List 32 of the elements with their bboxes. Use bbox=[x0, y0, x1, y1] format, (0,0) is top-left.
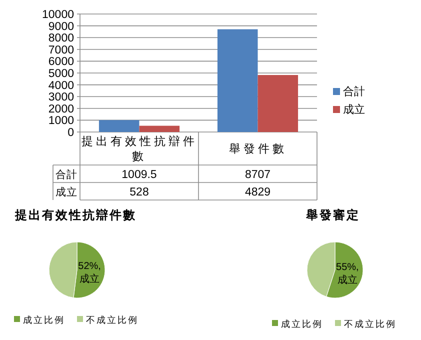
legend-label: 不成立比例 bbox=[344, 319, 396, 330]
y-tick-label: 8000 bbox=[48, 32, 74, 45]
bar bbox=[98, 120, 140, 132]
y-tick-label: 1000 bbox=[48, 115, 74, 128]
y-tick-label: 10000 bbox=[42, 9, 74, 21]
data-label: 52%, 成立 bbox=[78, 260, 101, 285]
y-tick-label: 3000 bbox=[48, 92, 74, 104]
text: 成立 bbox=[56, 186, 78, 198]
legend-label: 合計 bbox=[343, 85, 365, 98]
legend-label: 不成立比例 bbox=[86, 315, 138, 326]
text: 合計 bbox=[56, 168, 78, 181]
legend-label: 成立 bbox=[343, 103, 365, 116]
legend-label: 成立比例 bbox=[281, 319, 323, 330]
y-tick-label: 2000 bbox=[48, 103, 74, 116]
y-tick-label: 6000 bbox=[48, 56, 74, 68]
data-label: 4829 bbox=[244, 186, 271, 198]
bar bbox=[217, 29, 258, 132]
data-label: 55%, 成立 bbox=[336, 262, 359, 286]
y-tick-label: 0 bbox=[68, 127, 74, 139]
y-tick-label: 7000 bbox=[48, 44, 74, 56]
bar bbox=[139, 126, 180, 132]
legend-label: 成立比例 bbox=[23, 315, 65, 326]
x-tick-label: 舉發件數 bbox=[228, 142, 287, 156]
y-tick-label: 4000 bbox=[48, 80, 74, 92]
data-label: 1009.5 bbox=[122, 168, 157, 181]
data-label: 8707 bbox=[244, 168, 271, 181]
chart-title: 舉發審定 bbox=[305, 208, 360, 222]
y-tick-label: 9000 bbox=[48, 20, 74, 33]
data-label: 528 bbox=[130, 186, 149, 198]
chart-title: 提出有效性抗辯件數 bbox=[14, 208, 136, 222]
bar bbox=[258, 75, 298, 132]
y-tick-label: 5000 bbox=[48, 68, 74, 80]
